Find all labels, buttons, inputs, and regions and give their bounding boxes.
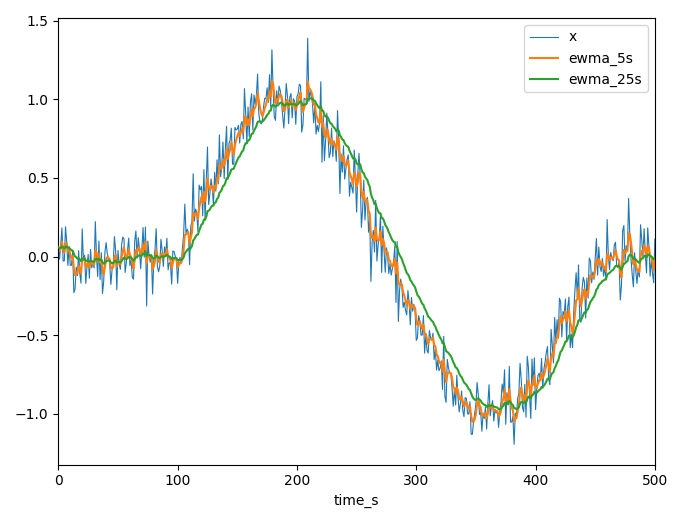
ewma_5s bbox=[469, 419, 477, 425]
ewma_25s bbox=[202, 213, 210, 220]
x bbox=[54, 244, 62, 251]
ewma_5s bbox=[268, 78, 276, 84]
x bbox=[651, 236, 659, 242]
ewma_5s bbox=[273, 96, 281, 102]
ewma_25s bbox=[440, 339, 448, 346]
ewma_25s bbox=[307, 95, 316, 101]
Line: x: x bbox=[58, 38, 655, 444]
x bbox=[202, 177, 210, 183]
ewma_25s bbox=[550, 365, 559, 371]
ewma_5s bbox=[202, 191, 210, 197]
ewma_25s bbox=[496, 406, 504, 413]
ewma_5s bbox=[227, 139, 236, 145]
ewma_5s bbox=[447, 370, 455, 376]
X-axis label: time_s: time_s bbox=[334, 494, 379, 508]
x bbox=[550, 314, 559, 321]
Line: ewma_25s: ewma_25s bbox=[58, 98, 655, 410]
x bbox=[271, 117, 279, 123]
ewma_5s bbox=[550, 340, 559, 347]
ewma_25s bbox=[271, 104, 279, 110]
ewma_5s bbox=[651, 256, 659, 263]
ewma_25s bbox=[54, 244, 62, 251]
ewma_5s bbox=[440, 357, 448, 363]
ewma_25s bbox=[651, 255, 659, 261]
x bbox=[227, 125, 236, 131]
ewma_5s bbox=[54, 244, 62, 251]
x bbox=[440, 333, 448, 339]
ewma_25s bbox=[447, 353, 455, 359]
x bbox=[304, 35, 312, 41]
Line: ewma_5s: ewma_5s bbox=[58, 81, 655, 422]
ewma_25s bbox=[227, 166, 236, 173]
x bbox=[447, 371, 455, 378]
x bbox=[510, 441, 518, 447]
Legend: x, ewma_5s, ewma_25s: x, ewma_5s, ewma_25s bbox=[525, 25, 648, 92]
